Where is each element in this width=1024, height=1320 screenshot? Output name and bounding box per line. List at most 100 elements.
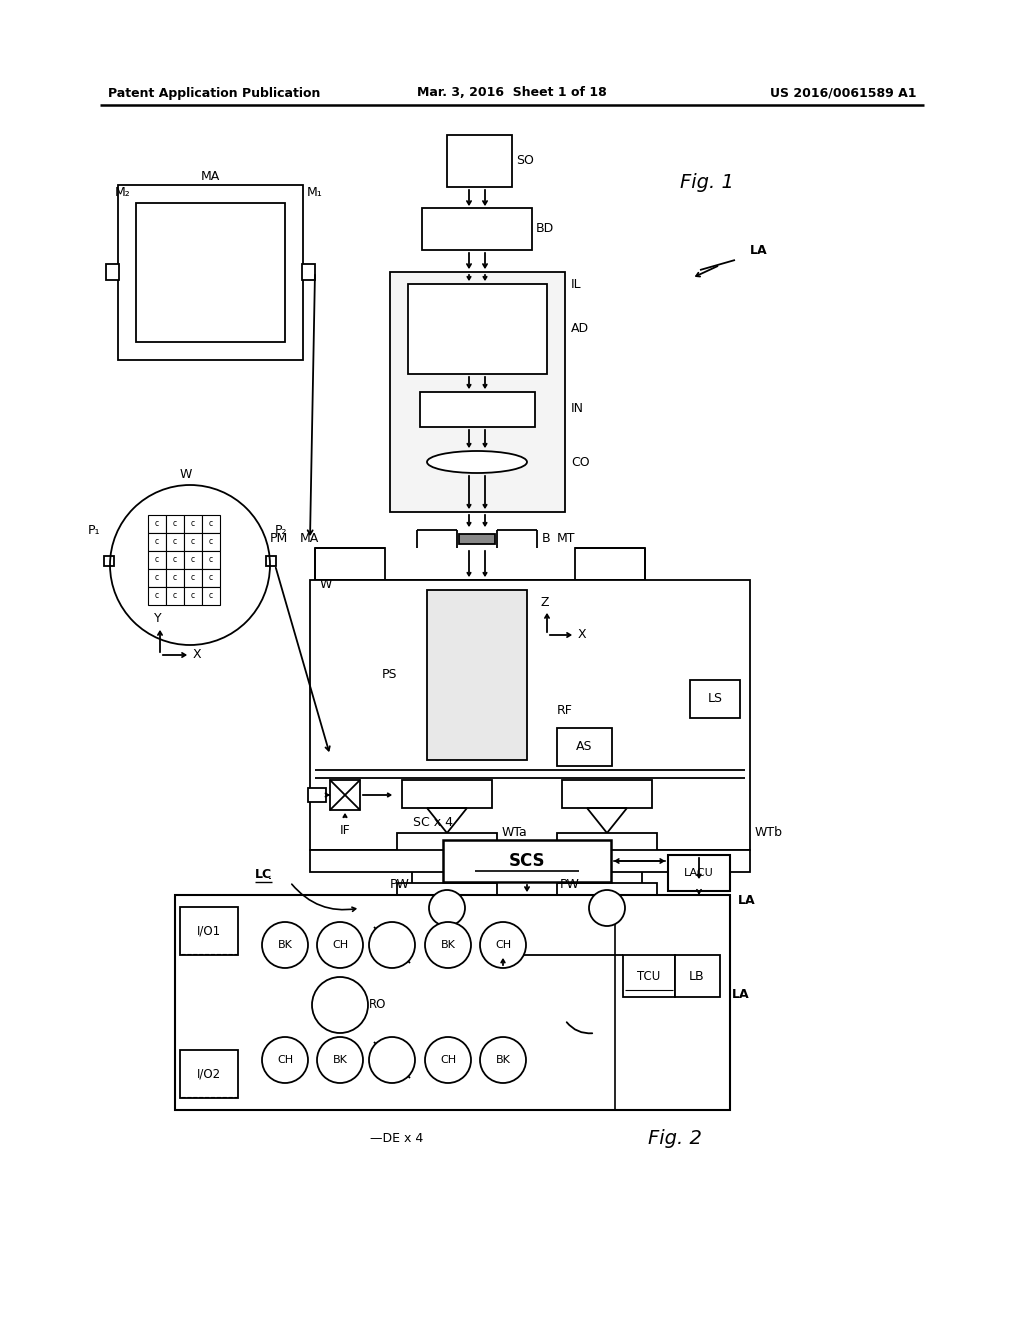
Bar — [202, 533, 220, 550]
Text: AS: AS — [575, 741, 592, 754]
Text: c: c — [173, 537, 177, 546]
Text: c: c — [173, 556, 177, 565]
Text: IF: IF — [340, 824, 350, 837]
Bar — [397, 883, 497, 895]
Text: CH: CH — [332, 940, 348, 950]
Bar — [148, 515, 166, 533]
Bar — [443, 840, 611, 882]
Text: I/O1: I/O1 — [197, 924, 221, 937]
Circle shape — [425, 1038, 471, 1082]
Bar — [420, 392, 535, 426]
Text: CH: CH — [440, 1055, 456, 1065]
Text: PW: PW — [390, 878, 410, 891]
Text: c: c — [209, 573, 213, 582]
Bar — [427, 590, 527, 760]
Bar — [690, 680, 740, 718]
Bar — [166, 587, 184, 605]
Bar — [202, 550, 220, 569]
Bar — [668, 855, 730, 891]
Text: CH: CH — [495, 940, 511, 950]
Circle shape — [369, 921, 415, 968]
Bar — [180, 1049, 238, 1098]
Bar — [148, 550, 166, 569]
Circle shape — [480, 921, 526, 968]
Text: B: B — [542, 532, 551, 545]
Bar — [136, 203, 285, 342]
Bar — [557, 833, 657, 863]
Text: MT: MT — [557, 532, 575, 545]
Text: BK: BK — [440, 940, 456, 950]
Text: BD: BD — [536, 223, 554, 235]
Text: SO: SO — [516, 154, 534, 168]
Text: PS: PS — [382, 668, 397, 681]
Bar — [397, 833, 497, 863]
Bar — [202, 569, 220, 587]
Circle shape — [425, 921, 471, 968]
Text: W: W — [180, 469, 193, 482]
Text: Y: Y — [155, 612, 162, 626]
Text: LACU: LACU — [684, 869, 714, 878]
Bar — [106, 264, 119, 280]
Text: c: c — [190, 537, 195, 546]
Text: SCS: SCS — [509, 851, 545, 870]
Text: c: c — [173, 591, 177, 601]
Bar — [310, 850, 750, 873]
Text: W: W — [319, 578, 333, 591]
Text: X: X — [578, 628, 587, 642]
Text: US 2016/0061589 A1: US 2016/0061589 A1 — [769, 87, 916, 99]
Bar — [390, 272, 565, 512]
Bar — [315, 548, 385, 579]
Bar — [202, 515, 220, 533]
Bar — [202, 587, 220, 605]
Text: RF: RF — [557, 704, 572, 717]
Text: BK: BK — [496, 1055, 510, 1065]
Bar — [184, 569, 202, 587]
Bar — [302, 264, 315, 280]
Bar — [266, 556, 276, 566]
Text: —DE x 4: —DE x 4 — [370, 1131, 423, 1144]
Bar — [575, 548, 645, 579]
Text: PW: PW — [560, 878, 580, 891]
Text: c: c — [173, 573, 177, 582]
Text: BK: BK — [333, 1055, 347, 1065]
Bar — [118, 185, 303, 360]
Bar — [408, 284, 547, 374]
Text: MA: MA — [201, 169, 219, 182]
Bar — [148, 533, 166, 550]
Text: Mar. 3, 2016  Sheet 1 of 18: Mar. 3, 2016 Sheet 1 of 18 — [417, 87, 607, 99]
Text: PM: PM — [269, 532, 288, 545]
Text: c: c — [155, 556, 159, 565]
Bar — [166, 569, 184, 587]
Text: BK: BK — [278, 940, 293, 950]
Bar — [148, 587, 166, 605]
Bar — [623, 954, 675, 997]
Text: I/O2: I/O2 — [197, 1068, 221, 1081]
Bar — [422, 209, 532, 249]
Text: P₁: P₁ — [88, 524, 100, 536]
Text: c: c — [173, 520, 177, 528]
Text: M₂: M₂ — [115, 186, 131, 198]
Bar — [675, 954, 720, 997]
Bar — [148, 569, 166, 587]
Text: Fig. 2: Fig. 2 — [648, 1129, 701, 1147]
Bar — [557, 883, 657, 895]
Text: c: c — [209, 556, 213, 565]
Text: SC x 4: SC x 4 — [413, 816, 453, 829]
Text: LA: LA — [750, 243, 768, 256]
Text: c: c — [190, 556, 195, 565]
Bar — [557, 729, 612, 766]
Circle shape — [429, 890, 465, 927]
Text: c: c — [209, 537, 213, 546]
Text: LA: LA — [738, 895, 756, 908]
Text: X: X — [193, 648, 202, 661]
Text: c: c — [190, 573, 195, 582]
Text: TCU: TCU — [637, 969, 660, 982]
Text: c: c — [155, 591, 159, 601]
Circle shape — [312, 977, 368, 1034]
Text: c: c — [190, 591, 195, 601]
Text: c: c — [209, 591, 213, 601]
Text: IN: IN — [571, 403, 584, 416]
Text: c: c — [155, 520, 159, 528]
Bar — [310, 579, 750, 850]
Circle shape — [262, 1038, 308, 1082]
